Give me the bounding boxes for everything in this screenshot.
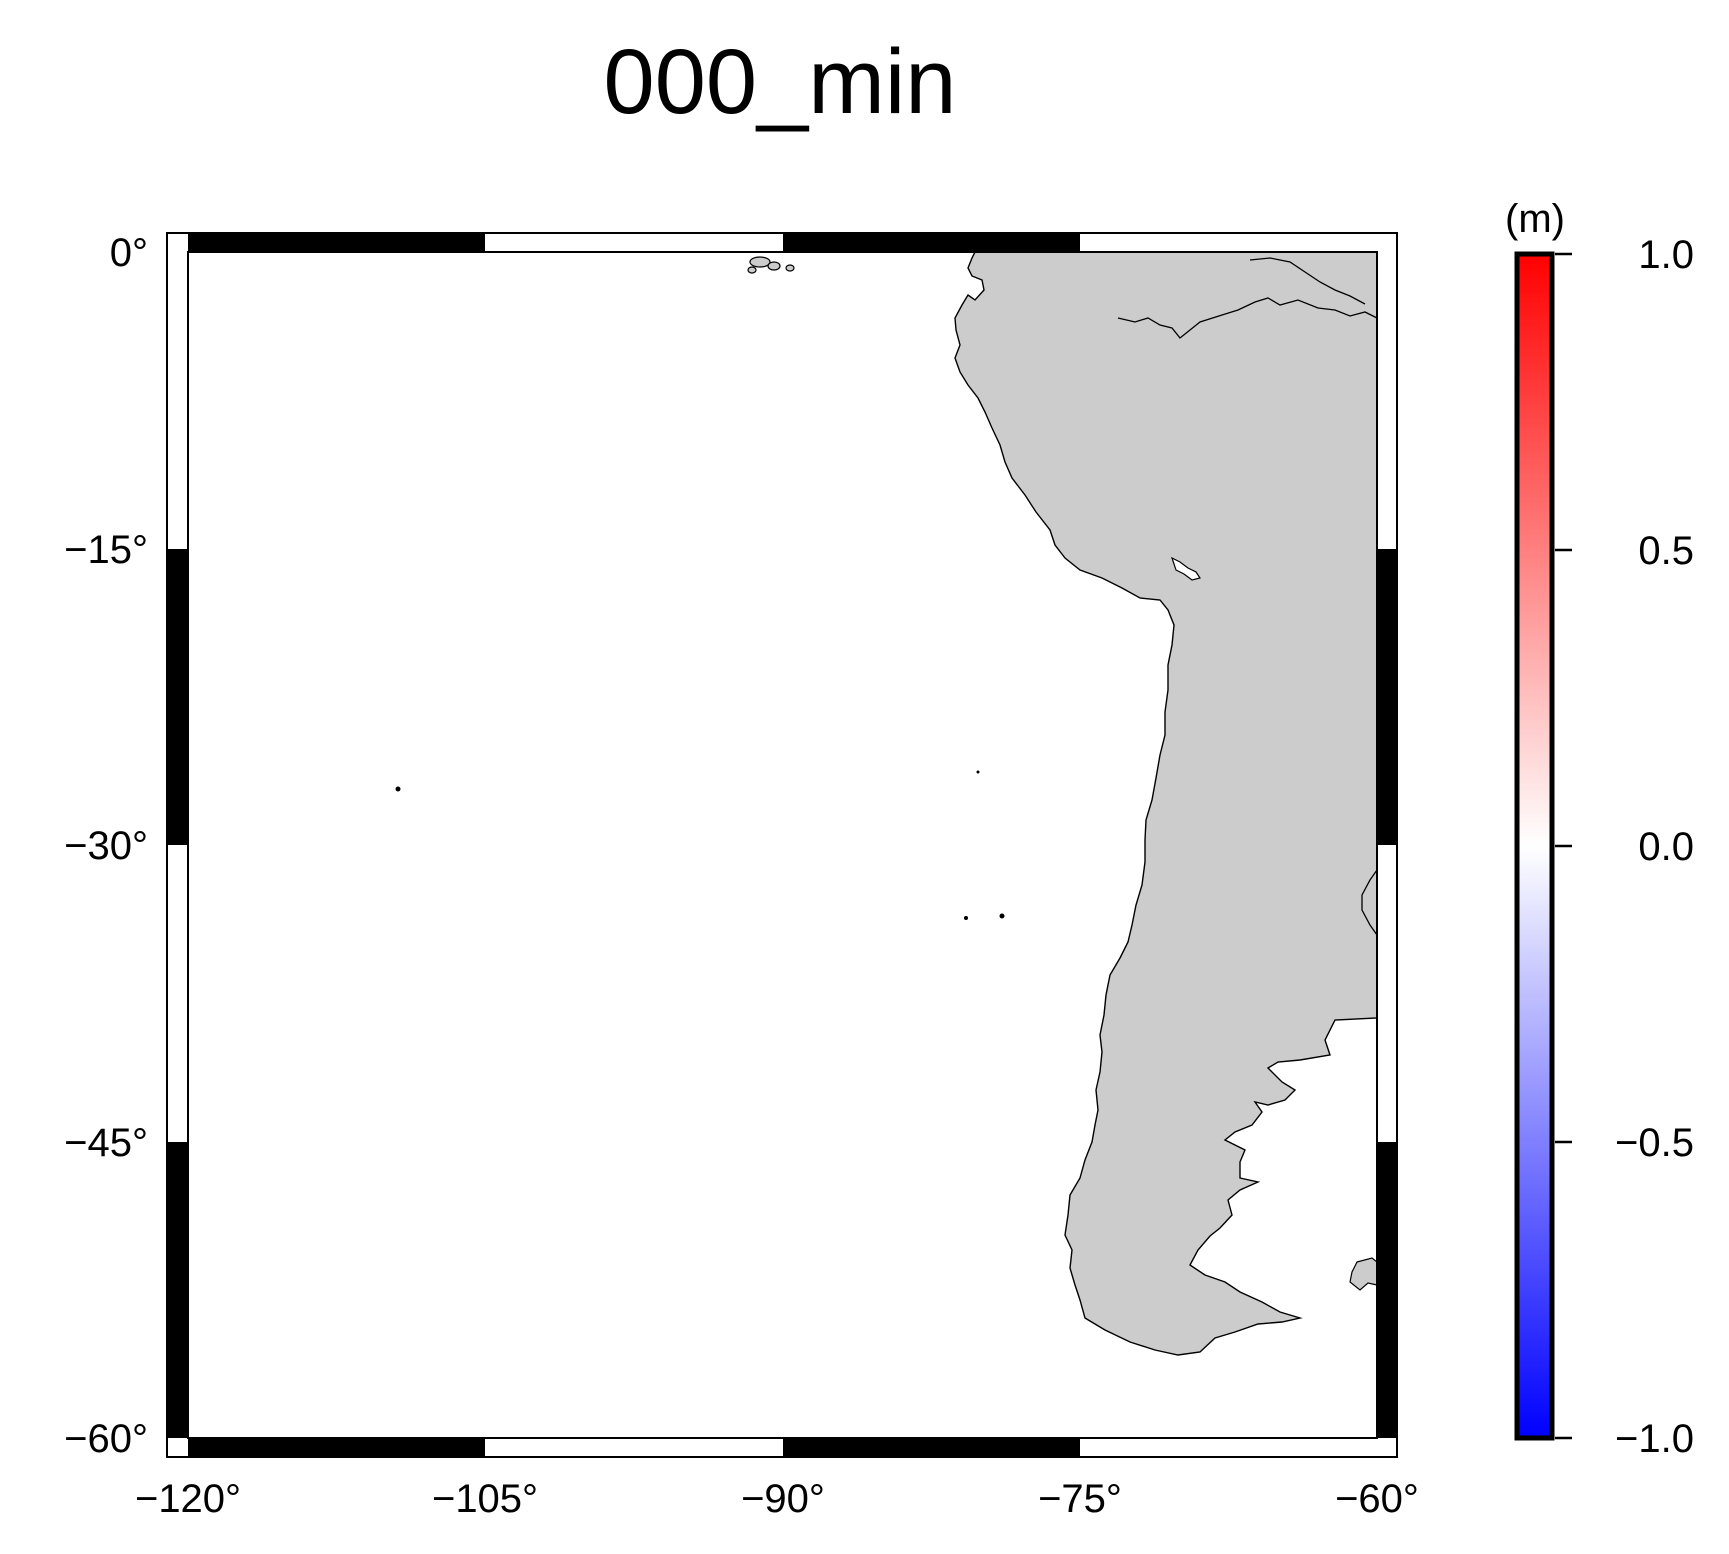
colorbar-tick-label: 0.0: [1638, 825, 1694, 869]
y-tick-label: −30°: [64, 824, 148, 868]
colorbar-tick-label: −0.5: [1615, 1121, 1694, 1165]
x-tick-label: −105°: [432, 1477, 538, 1521]
colorbar-tick-label: −1.0: [1615, 1417, 1694, 1461]
land-galapagos: [747, 256, 795, 274]
x-tick-label: −90°: [741, 1477, 825, 1521]
y-tick-label: −45°: [64, 1121, 148, 1165]
land-falklands: [1349, 1257, 1378, 1291]
frame-top: [188, 233, 1080, 252]
x-tick-label: −75°: [1038, 1477, 1122, 1521]
y-axis-labels: 0° −15° −30° −45° −60°: [64, 231, 148, 1461]
colorbar-tick-label: 0.5: [1638, 529, 1694, 573]
colorbar-gradient: [1514, 251, 1555, 1441]
colorbar-ticks: [1555, 252, 1572, 1440]
x-tick-label: −60°: [1335, 1477, 1419, 1521]
colorbar-tick-label: 1.0: [1638, 233, 1694, 277]
y-tick-label: 0°: [110, 231, 148, 275]
x-axis-labels: −120° −105° −90° −75° −60°: [135, 1477, 1419, 1521]
land-south-america: [954, 251, 1378, 1356]
rivers: [1117, 257, 1378, 936]
small-islands: [395, 770, 1005, 920]
colorbar: (m) 1.0 0.5 0.0 −0.5 −1.0: [1505, 197, 1694, 1461]
colorbar-unit-label: (m): [1505, 197, 1565, 241]
y-tick-label: −15°: [64, 528, 148, 572]
frame-right: [1377, 549, 1397, 1438]
frame-bottom: [188, 1438, 1080, 1457]
map-title: 000_min: [603, 31, 957, 133]
lake-titicaca: [1170, 556, 1201, 581]
x-tick-label: −120°: [135, 1477, 241, 1521]
frame-left: [167, 549, 188, 1438]
y-tick-label: −60°: [64, 1417, 148, 1461]
